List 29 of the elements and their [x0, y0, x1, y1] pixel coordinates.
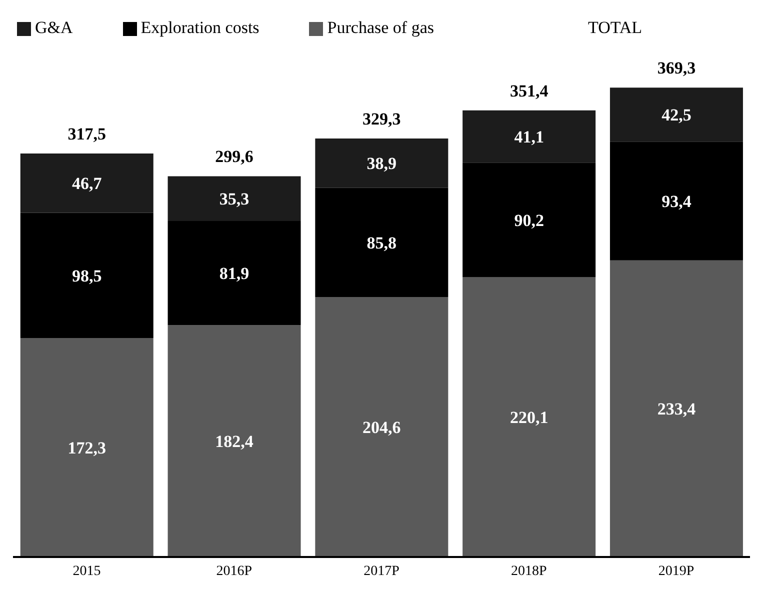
x-tick-label: 2018P [511, 564, 547, 579]
total-label: 299,6 [215, 147, 254, 166]
total-label: 329,3 [362, 109, 401, 128]
legend-label: G&A [35, 18, 73, 37]
data-label: 98,5 [72, 266, 102, 286]
data-label: 233,4 [657, 400, 696, 419]
data-label: 220,1 [510, 408, 548, 428]
data-label: 172,3 [68, 438, 106, 458]
data-label: 93,4 [662, 192, 692, 212]
x-tick-label: 2017P [364, 564, 400, 579]
data-label: 41,1 [514, 128, 544, 147]
data-label: 46,7 [72, 174, 102, 194]
legend-label: Exploration costs [140, 18, 260, 37]
data-label: 38,9 [366, 154, 397, 174]
data-label: 85,8 [366, 233, 397, 252]
data-label: 90,2 [514, 210, 544, 230]
total-label: 317,5 [68, 124, 106, 144]
total-label: 369,3 [657, 58, 696, 78]
x-tick-label: 2019P [658, 564, 694, 579]
text: TOTAL [588, 18, 642, 38]
data-label: 182,4 [215, 432, 254, 452]
x-tick-label: 2015 [72, 564, 101, 579]
data-label: 204,6 [362, 418, 401, 438]
data-label: 81,9 [219, 264, 250, 284]
x-tick-label: 2016P [216, 564, 252, 579]
total-label: 351,4 [510, 81, 549, 100]
data-label: 35,3 [219, 190, 250, 209]
legend-label: Purchase of gas [327, 18, 434, 37]
data-label: 42,5 [662, 106, 692, 125]
